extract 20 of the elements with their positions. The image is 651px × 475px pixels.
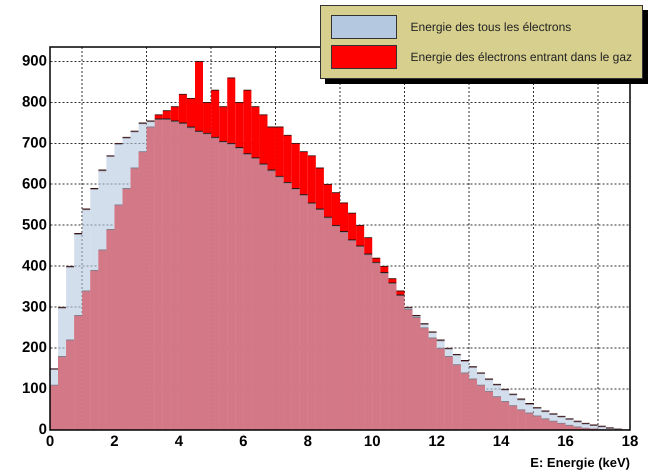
x-tick-label: 6: [239, 433, 248, 450]
y-tick-label: 400: [22, 257, 47, 274]
y-tick-label: 0: [38, 421, 47, 438]
x-tick-label: 18: [622, 433, 638, 450]
x-tick-label: 4: [174, 433, 184, 450]
y-tick-label: 900: [22, 52, 47, 70]
y-tick-label: 700: [22, 134, 47, 152]
x-tick-label: 16: [557, 433, 574, 450]
x-axis-title: E: Energie (keV): [530, 454, 630, 470]
x-tick-label: 14: [492, 433, 510, 450]
y-tick-label: 300: [22, 298, 47, 316]
x-tick-label: 10: [364, 433, 381, 450]
y-tick-label: 800: [22, 93, 47, 110]
y-tick-label: 200: [22, 339, 47, 356]
y-tick-label: 600: [22, 175, 47, 192]
x-tick-label: 8: [304, 433, 312, 450]
y-tick-label: 100: [22, 380, 47, 398]
x-tick-label: 2: [110, 433, 119, 450]
x-tick-label: 12: [428, 433, 446, 450]
y-tick-label: 500: [22, 216, 47, 234]
